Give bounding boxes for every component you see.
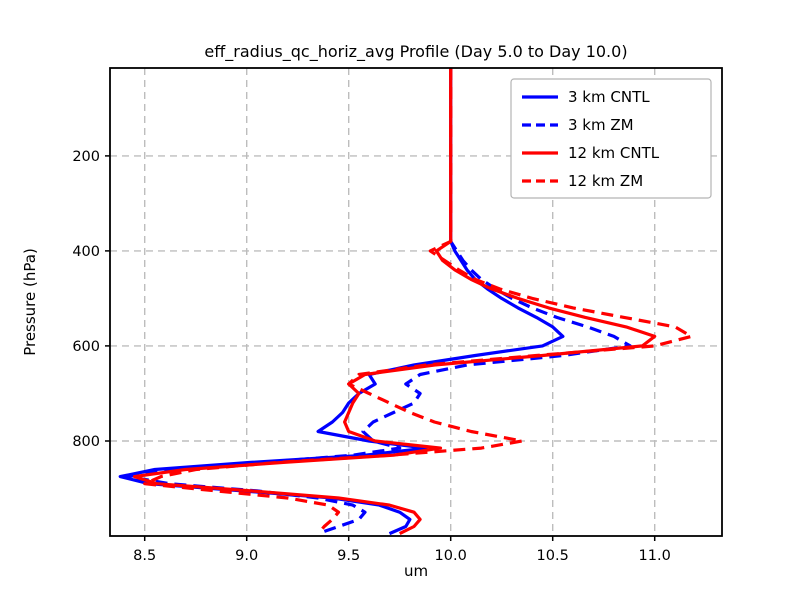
y-tick-label: 400 — [72, 244, 100, 260]
series-12-km-zm — [143, 68, 694, 535]
y-tick-label: 800 — [72, 434, 100, 450]
legend-label-12-km-zm: 12 km ZM — [568, 172, 643, 190]
x-axis-label: um — [403, 562, 429, 580]
x-tick-label: 10.0 — [435, 548, 467, 564]
y-axis-label: Pressure (hPa) — [21, 248, 39, 356]
series-3-km-cntl — [118, 68, 565, 536]
y-tick-label: 200 — [72, 149, 100, 165]
x-tick-label: 11.0 — [639, 548, 671, 564]
y-tick-label: 600 — [72, 339, 100, 355]
x-tick-label: 9.5 — [337, 548, 360, 564]
legend-box — [510, 78, 712, 199]
x-tick-label: 10.5 — [537, 548, 569, 564]
plot-border — [109, 67, 723, 537]
chart-title: eff_radius_qc_horiz_avg Profile (Day 5.0… — [204, 42, 628, 61]
legend-label-3-km-cntl: 3 km CNTL — [568, 88, 650, 106]
legend-label-12-km-cntl: 12 km CNTL — [568, 144, 660, 162]
legend-label-3-km-zm: 3 km ZM — [568, 116, 634, 134]
x-tick-label: 8.5 — [133, 548, 156, 564]
x-tick-label: 9.0 — [235, 548, 258, 564]
